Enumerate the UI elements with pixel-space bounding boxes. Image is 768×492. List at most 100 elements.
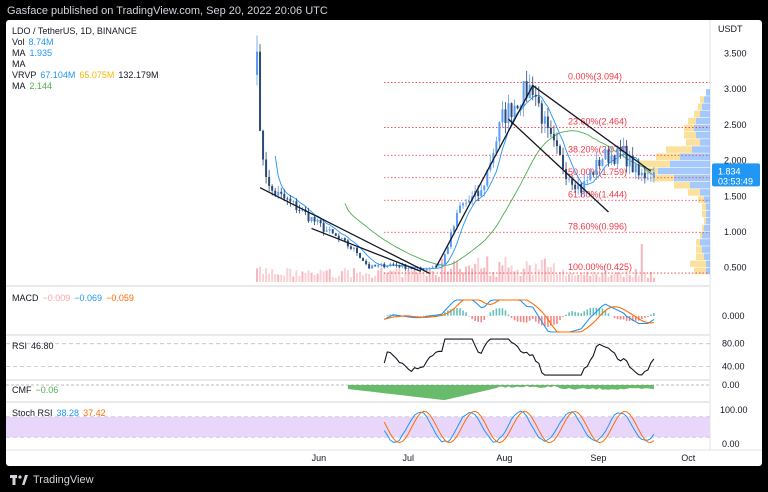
candle-body <box>534 94 537 97</box>
ma1-value: 1.935 <box>29 48 53 58</box>
volume-bar <box>401 277 404 282</box>
volume-bar <box>443 258 446 282</box>
legend-vol[interactable]: Vol 8.74M <box>12 37 58 48</box>
profile-bar-up <box>706 260 710 268</box>
chart-svg[interactable]: 0.00%(3.094) 23.60%(2.464) 38.20%(2.074) 50… <box>6 20 762 466</box>
candle-body <box>359 253 362 258</box>
candle-body <box>343 238 346 241</box>
time-axis[interactable]: JunJulAugSepOctNovDec <box>312 453 762 463</box>
volume-bar <box>634 269 637 282</box>
candle-body <box>468 200 471 203</box>
candle-body <box>562 154 565 170</box>
price-tick-label: 2.500 <box>724 120 747 130</box>
legend-ma3[interactable]: MA 2.144 <box>12 81 56 92</box>
candle-body <box>580 183 583 193</box>
candle-body <box>555 140 558 147</box>
tradingview-logo-icon <box>10 475 28 485</box>
legend-vrvp[interactable]: VRVP 67.104M 65.075M 132.179M <box>12 70 162 81</box>
fib-label: 38.20%(2.074) <box>568 144 627 154</box>
candle-body <box>316 219 319 222</box>
macd-histogram-bar <box>644 316 646 318</box>
volume-bar <box>607 277 610 282</box>
volume-bar <box>471 268 474 282</box>
profile-bar-down <box>684 132 696 139</box>
candle-body <box>410 268 413 269</box>
currency-label: USDT <box>718 24 743 34</box>
candle-body <box>325 230 328 232</box>
profile-bar-down <box>698 196 704 203</box>
stoch-legend[interactable]: Stoch RSI 38.28 37.42 <box>12 408 110 418</box>
volume-bar <box>389 270 392 282</box>
macd-signal-line <box>384 299 654 333</box>
profile-bar-down <box>686 139 700 146</box>
cmf-legend[interactable]: CMF −0.06 <box>12 385 62 395</box>
candle-body <box>565 169 568 180</box>
macd-histogram-bar <box>586 309 589 316</box>
candle-body <box>383 263 386 268</box>
candle-body <box>601 159 604 167</box>
candle-body <box>628 155 631 167</box>
stoch-tick-label: 100.00 <box>720 405 748 415</box>
macd-legend[interactable]: MACD −0.009 −0.069 −0.059 <box>12 293 138 303</box>
rsi-legend[interactable]: RSI 46.80 <box>12 341 58 351</box>
volume-bar <box>268 273 271 282</box>
macd-histogram-bar <box>647 316 649 317</box>
volume-bar <box>583 274 586 282</box>
chart-area[interactable]: 0.00%(3.094) 23.60%(2.464) 38.20%(2.074) 50… <box>6 20 762 466</box>
volume-bar <box>301 271 304 282</box>
macd-histogram-bar <box>553 316 555 325</box>
legend-symbol[interactable]: LDO / TetherUS, 1D, BINANCE <box>12 26 141 37</box>
candle-body <box>568 178 571 180</box>
cmf-value: −0.06 <box>35 385 59 395</box>
profile-bar-up <box>696 117 710 125</box>
volume-bar <box>510 265 513 282</box>
volume-bar <box>292 276 295 282</box>
price-axis[interactable]: USDT 3.500 3.000 2.500 2.000 1.500 1.000 0.500 1… <box>712 24 760 273</box>
volume-bar <box>449 268 452 282</box>
fib-label: 78.60%(0.996) <box>568 221 627 231</box>
candle-body <box>516 105 519 109</box>
volume-bar <box>571 272 574 282</box>
profile-bar-down <box>684 124 694 132</box>
volume-bar <box>380 268 383 282</box>
candle-body <box>477 191 480 197</box>
volume-bar <box>419 272 422 282</box>
volume-bar <box>652 277 655 282</box>
vol-value: 8.74M <box>28 37 54 47</box>
volume-bar <box>262 273 265 282</box>
volume-bar <box>516 269 519 282</box>
profile-bar-down <box>702 224 704 232</box>
candle-body <box>392 263 395 265</box>
time-tick-label: Aug <box>496 453 512 463</box>
macd-histogram-bar <box>501 308 504 316</box>
macd-histogram-bar <box>534 316 537 322</box>
candle-body <box>292 201 295 203</box>
candle-body <box>374 265 377 267</box>
rsi-pane: 80.00 40.00 <box>6 338 745 376</box>
volume-bar <box>286 268 289 282</box>
candle-body <box>610 155 613 163</box>
profile-bar-down <box>688 189 700 196</box>
macd-histogram-bar <box>386 315 389 317</box>
candle-body <box>592 172 595 175</box>
volume-bar <box>519 276 522 282</box>
rsi-line <box>383 338 655 376</box>
candle-body <box>598 159 601 167</box>
legend-ma1[interactable]: MA 1.935 <box>12 48 56 59</box>
profile-bar-up <box>704 253 710 260</box>
macd-histogram-bar <box>477 316 479 322</box>
volume-bar <box>346 270 349 282</box>
candle-body <box>352 247 355 249</box>
cmf-label: CMF <box>12 385 32 395</box>
legend-ma2[interactable]: MA <box>12 59 30 70</box>
macd-histogram-bar <box>510 316 513 319</box>
volume-bar <box>589 275 592 282</box>
profile-bar-down <box>694 110 700 118</box>
candle-body <box>368 264 371 269</box>
candle-body <box>440 263 443 266</box>
macd-histogram-bar <box>568 312 570 316</box>
ma-green-line <box>344 130 654 266</box>
candle-body <box>640 172 643 176</box>
volume-bar <box>386 273 389 282</box>
macd-histogram-bar <box>419 316 422 317</box>
